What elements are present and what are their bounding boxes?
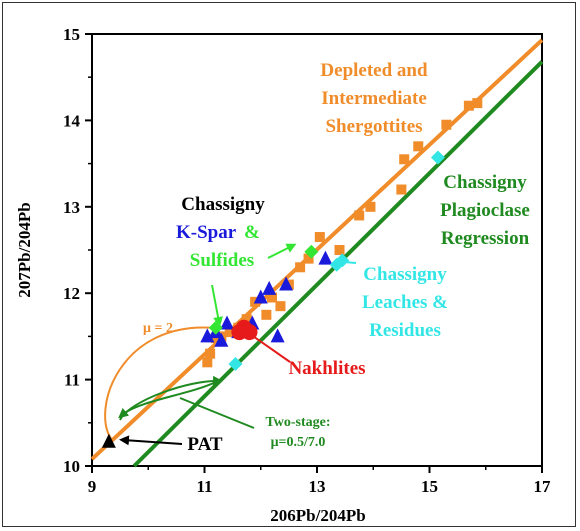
orange-square-point bbox=[295, 262, 305, 272]
two-stage-pointer bbox=[180, 398, 254, 428]
mu-label: μ = 2 bbox=[143, 321, 173, 336]
orange-square-point bbox=[354, 210, 364, 220]
sulfides-pointer-2 bbox=[268, 246, 292, 258]
y-tick-label: 11 bbox=[64, 371, 80, 390]
y-tick-label: 15 bbox=[63, 25, 80, 44]
sulfides-pointer bbox=[212, 285, 219, 322]
red-circle-point bbox=[242, 324, 258, 340]
shergottites-line-3: Shergottites bbox=[325, 116, 422, 137]
orange-square-point bbox=[399, 154, 409, 164]
two-stage-line-1: Two-stage: bbox=[265, 415, 330, 430]
x-tick-label: 11 bbox=[196, 477, 212, 496]
leaches-line-2: Leaches & bbox=[362, 292, 448, 313]
blue-triangle-point bbox=[318, 251, 332, 265]
orange-square-point bbox=[365, 202, 375, 212]
x-axis-label: 206Pb/204Pb bbox=[270, 506, 365, 525]
shergottites-line-2: Intermediate bbox=[321, 88, 427, 109]
mu-curve bbox=[105, 327, 215, 440]
y-tick-label: 12 bbox=[63, 284, 80, 303]
x-tick-label: 15 bbox=[421, 477, 438, 496]
nakhlites-label: Nakhlites bbox=[288, 358, 365, 379]
y-axis-label: 207Pb/204Pb bbox=[15, 202, 34, 297]
orange-square-point bbox=[202, 357, 212, 367]
y-tick-label: 14 bbox=[63, 111, 81, 130]
orange-square-point bbox=[335, 245, 345, 255]
two-stage-line-2: μ=0.5/7.0 bbox=[271, 435, 326, 450]
leaches-line-1: Chassigny bbox=[363, 264, 447, 285]
sulfides-label: Sulfides bbox=[190, 250, 254, 271]
shergottites-line-1: Depleted and bbox=[320, 60, 428, 81]
orange-square-point bbox=[315, 232, 325, 242]
kspar-label: K-Spar bbox=[176, 222, 237, 243]
orange-square-point bbox=[261, 310, 271, 320]
orange-square-point bbox=[205, 349, 215, 359]
pat-pointer bbox=[124, 440, 182, 444]
y-tick-label: 13 bbox=[63, 198, 80, 217]
y-tick-label: 10 bbox=[63, 457, 80, 476]
orange-square-point bbox=[472, 98, 482, 108]
orange-square-point bbox=[441, 120, 451, 130]
plagioclase-line-3: Regression bbox=[441, 228, 530, 249]
pat-label: PAT bbox=[187, 434, 223, 455]
orange-square-point bbox=[396, 185, 406, 195]
x-tick-label: 17 bbox=[534, 477, 552, 496]
orange-square-point bbox=[413, 141, 423, 151]
leaches-line-3: Residues bbox=[369, 320, 441, 341]
chassigny-label: Chassigny bbox=[181, 194, 265, 215]
x-tick-label: 9 bbox=[88, 477, 97, 496]
amp-label: & bbox=[244, 222, 260, 243]
plagioclase-line-2: Plagioclase bbox=[440, 200, 530, 221]
x-tick-label: 13 bbox=[309, 477, 326, 496]
plagioclase-line-1: Chassigny bbox=[443, 172, 527, 193]
orange-square-point bbox=[275, 301, 285, 311]
